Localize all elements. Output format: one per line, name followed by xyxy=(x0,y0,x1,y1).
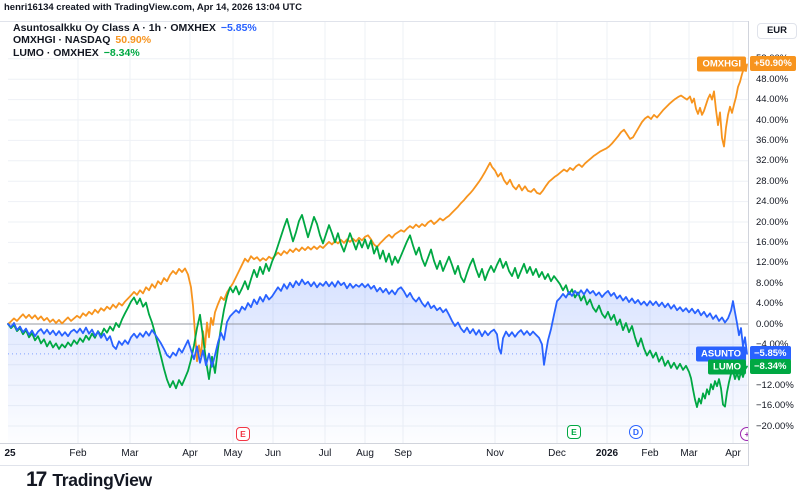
time-tick-label: Dec xyxy=(548,448,566,459)
time-tick-label: Mar xyxy=(680,448,698,459)
price-tick-label: 0.00% xyxy=(756,318,783,330)
price-tick-label: −12.00% xyxy=(756,379,794,391)
legend-item-lumo[interactable]: LUMO · OMXHEX −8.34% xyxy=(13,47,257,59)
price-tick-label: 12.00% xyxy=(756,257,789,269)
legend-omxhgi-change: 50.90% xyxy=(115,34,152,47)
price-tick-label: 8.00% xyxy=(756,277,783,289)
tradingview-logo[interactable]: 17 TradingView xyxy=(26,468,152,492)
time-tick-label: Aug xyxy=(356,448,374,459)
legend-main-title: Asuntosalkku Oy Class A · 1h · OMXHEX xyxy=(13,22,216,34)
price-tick-label: 44.00% xyxy=(756,94,789,106)
earnings-icon[interactable]: E xyxy=(567,425,581,439)
footer-divider xyxy=(0,465,800,466)
series-line-asuntosalkku-oy-class-a[interactable] xyxy=(7,278,748,368)
legend-omxhgi-title: OMXHGI · NASDAQ xyxy=(13,34,111,47)
price-tick-label: −16.00% xyxy=(756,400,794,412)
time-tick-label: Apr xyxy=(182,448,198,459)
legend-item-omxhgi[interactable]: OMXHGI · NASDAQ 50.90% xyxy=(13,34,257,46)
pane-top-divider xyxy=(0,21,800,22)
time-tick-label: Apr xyxy=(725,448,741,459)
legend-lumo-change: −8.34% xyxy=(103,46,140,59)
price-tick-label: 32.00% xyxy=(756,155,789,167)
series-line-lumo[interactable] xyxy=(7,213,748,409)
price-scale[interactable]: EUR 52.00%48.00%44.00%40.00%36.00%32.00%… xyxy=(748,21,800,466)
time-tick-label: Sep xyxy=(394,448,412,459)
legend-lumo-title: LUMO · OMXHEX xyxy=(13,46,99,59)
price-tick-label: −20.00% xyxy=(756,420,794,432)
time-tick-label: May xyxy=(223,448,243,459)
price-badge-585: −5.85% xyxy=(750,345,791,361)
legend-item-main[interactable]: Asuntosalkku Oy Class A · 1h · OMXHEX −5.… xyxy=(13,22,257,34)
price-tick-label: −4.00% xyxy=(756,338,789,350)
attribution-text: henri16134 created with TradingView.com,… xyxy=(4,2,302,13)
time-tick-label: Nov xyxy=(486,448,504,459)
earnings-icon[interactable]: E xyxy=(236,427,250,441)
time-tick-label: Feb xyxy=(641,448,659,459)
tradingview-logo-icon: 17 xyxy=(26,468,47,491)
main-series-area xyxy=(8,279,748,443)
series-line-omxhgi[interactable] xyxy=(7,63,748,363)
price-tick-label: 16.00% xyxy=(756,236,789,248)
time-tick-label: Jul xyxy=(318,448,332,459)
legend: Asuntosalkku Oy Class A · 1h · OMXHEX −5.… xyxy=(13,22,257,59)
price-tick-label: 48.00% xyxy=(756,73,789,85)
time-tick-label: Mar xyxy=(121,448,139,459)
price-badge-5090: +50.90% xyxy=(750,56,796,72)
time-tick-label: Feb xyxy=(69,448,87,459)
price-tick-label: 36.00% xyxy=(756,134,789,146)
series-chip-lumo: LUMO xyxy=(708,359,746,375)
series-chip-asunto: ASUNTO xyxy=(696,346,746,362)
price-badge-834: −8.34% xyxy=(750,358,791,374)
price-tick-label: 28.00% xyxy=(756,175,789,187)
legend-main-change: −5.85% xyxy=(220,22,257,34)
dividends-icon[interactable]: D xyxy=(629,425,643,439)
time-scale[interactable]: 25 Feb Mar Apr May Jun Jul Aug Sep Nov Dec 2026 Feb M… xyxy=(0,444,800,465)
time-axis-divider xyxy=(0,443,800,444)
time-tick-label: Jun xyxy=(264,448,282,459)
time-tick-label: 2026 xyxy=(595,448,619,459)
currency-eur-button[interactable]: EUR xyxy=(757,23,797,39)
price-tick-label: 20.00% xyxy=(756,216,789,228)
price-tick-label: 4.00% xyxy=(756,298,783,310)
price-tick-label: 24.00% xyxy=(756,196,789,208)
time-tick-label: 25 xyxy=(4,448,16,459)
tradingview-logo-text: TradingView xyxy=(52,469,152,490)
price-tick-label: 40.00% xyxy=(756,114,789,126)
series-chip-omxhgi: OMXHGI xyxy=(697,56,746,72)
